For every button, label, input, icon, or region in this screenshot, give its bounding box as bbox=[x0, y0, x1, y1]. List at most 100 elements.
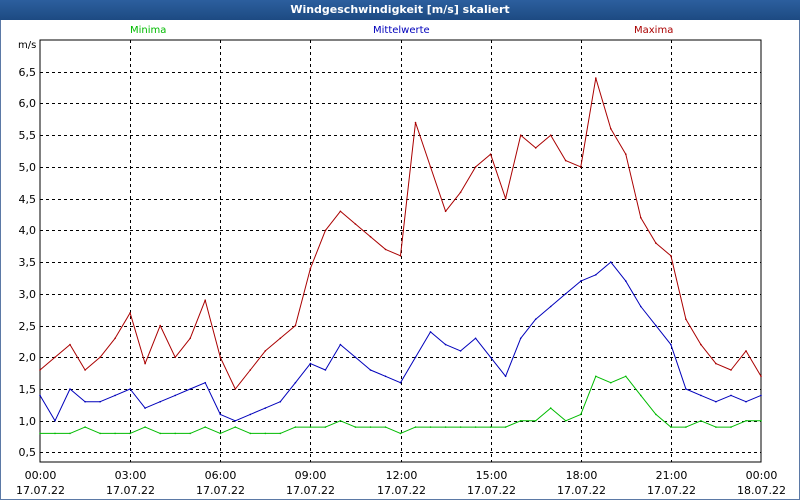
y-tick-label: 4,5 bbox=[18, 192, 37, 206]
data-point-maxima bbox=[685, 318, 687, 321]
data-point-maxima bbox=[294, 324, 297, 327]
y-tick-label: 2,0 bbox=[18, 350, 37, 364]
data-point-mittelwerte bbox=[489, 356, 492, 359]
x-tick-label: 00:00 18.07.22 bbox=[727, 468, 797, 498]
data-point-mittelwerte bbox=[294, 381, 297, 384]
data-point-minima bbox=[474, 426, 477, 428]
data-point-maxima bbox=[534, 147, 537, 149]
data-point-mittelwerte bbox=[114, 394, 116, 397]
data-point-maxima bbox=[640, 216, 642, 219]
legend-minima: Minima bbox=[130, 25, 167, 36]
data-point-minima bbox=[54, 432, 56, 435]
data-point-mittelwerte bbox=[429, 331, 432, 333]
x-tick-label: 00:00 17.07.22 bbox=[6, 468, 76, 498]
data-point-maxima bbox=[264, 350, 267, 352]
data-point-minima bbox=[414, 426, 417, 428]
data-point-mittelwerte bbox=[279, 400, 282, 403]
data-point-mittelwerte bbox=[84, 400, 86, 403]
data-point-mittelwerte bbox=[534, 318, 537, 321]
data-point-mittelwerte bbox=[399, 381, 402, 384]
data-point-maxima bbox=[39, 369, 41, 371]
x-tick-date: 18.07.22 bbox=[737, 484, 786, 497]
legend-mittelwerte: Mittelwerte bbox=[373, 25, 430, 36]
data-point-maxima bbox=[219, 356, 222, 359]
data-point-mittelwerte bbox=[384, 375, 387, 378]
x-tick-date: 17.07.22 bbox=[196, 484, 245, 497]
data-point-minima bbox=[625, 375, 627, 378]
data-point-mittelwerte bbox=[580, 280, 582, 282]
data-point-maxima bbox=[339, 210, 342, 213]
data-point-mittelwerte bbox=[760, 394, 762, 397]
x-tick-label: 18:00 17.07.22 bbox=[547, 468, 617, 498]
x-tick-time: 21:00 bbox=[655, 469, 688, 482]
data-point-minima bbox=[354, 426, 357, 428]
data-point-maxima bbox=[610, 128, 612, 130]
data-point-maxima bbox=[414, 121, 417, 124]
data-point-minima bbox=[369, 426, 372, 428]
data-point-maxima bbox=[429, 166, 432, 168]
data-point-maxima bbox=[564, 159, 567, 162]
data-point-mittelwerte bbox=[219, 413, 222, 416]
data-point-maxima bbox=[114, 337, 116, 340]
x-tick-label: 21:00 17.07.22 bbox=[637, 468, 707, 498]
data-point-maxima bbox=[129, 312, 131, 314]
data-point-mittelwerte bbox=[54, 420, 56, 422]
data-point-minima bbox=[489, 426, 492, 428]
data-point-maxima bbox=[324, 229, 327, 232]
data-point-mittelwerte bbox=[474, 337, 477, 340]
x-tick-time: 15:00 bbox=[475, 469, 508, 482]
data-point-maxima bbox=[174, 356, 176, 359]
x-tick-label: 09:00 17.07.22 bbox=[276, 468, 346, 498]
data-point-minima bbox=[204, 426, 206, 428]
data-point-mittelwerte bbox=[264, 407, 267, 409]
data-point-mittelwerte bbox=[459, 350, 462, 352]
data-point-minima bbox=[69, 432, 71, 435]
y-tick-label: 2,5 bbox=[18, 319, 37, 333]
data-point-minima bbox=[84, 426, 86, 428]
data-point-minima bbox=[685, 426, 687, 428]
series-line-maxima bbox=[39, 77, 762, 390]
x-tick-date: 17.07.22 bbox=[106, 484, 155, 497]
data-point-maxima bbox=[444, 210, 447, 213]
x-tick-time: 00:00 bbox=[24, 469, 57, 482]
data-point-maxima bbox=[399, 255, 402, 257]
series-line-minima bbox=[40, 375, 761, 434]
data-point-minima bbox=[309, 426, 312, 428]
data-point-maxima bbox=[730, 369, 732, 371]
data-point-mittelwerte bbox=[144, 407, 146, 409]
data-point-minima bbox=[39, 432, 41, 435]
data-point-minima bbox=[174, 432, 176, 435]
x-tick-time: 06:00 bbox=[204, 469, 237, 482]
data-point-mittelwerte bbox=[159, 400, 161, 403]
data-point-mittelwerte bbox=[39, 394, 41, 397]
x-tick-date: 17.07.22 bbox=[647, 484, 696, 497]
legend-maxima: Maxima bbox=[634, 25, 674, 36]
data-point-minima bbox=[595, 375, 597, 378]
data-point-mittelwerte bbox=[549, 305, 552, 308]
data-point-minima bbox=[234, 426, 237, 428]
data-point-minima bbox=[324, 426, 327, 428]
x-tick-label: 12:00 17.07.22 bbox=[367, 468, 437, 498]
data-point-mittelwerte bbox=[129, 388, 131, 390]
data-point-maxima bbox=[745, 350, 747, 352]
data-point-maxima bbox=[625, 153, 627, 155]
data-point-minima bbox=[399, 432, 402, 435]
y-tick-label: 5,0 bbox=[18, 160, 37, 174]
data-point-mittelwerte bbox=[99, 400, 101, 403]
x-tick-time: 00:00 bbox=[745, 469, 778, 482]
data-point-maxima bbox=[655, 242, 657, 244]
data-point-minima bbox=[219, 432, 222, 435]
data-point-minima bbox=[519, 420, 522, 422]
data-point-mittelwerte bbox=[519, 337, 522, 340]
data-point-maxima bbox=[189, 337, 191, 340]
x-tick-label: 03:00 17.07.22 bbox=[96, 468, 166, 498]
x-tick-time: 12:00 bbox=[385, 469, 418, 482]
x-tick-date: 17.07.22 bbox=[467, 484, 516, 497]
data-point-minima bbox=[534, 420, 537, 422]
data-point-maxima bbox=[670, 255, 672, 257]
data-point-mittelwerte bbox=[354, 356, 357, 359]
data-point-mittelwerte bbox=[610, 261, 612, 263]
data-point-minima bbox=[279, 432, 282, 435]
data-point-maxima bbox=[700, 343, 702, 346]
data-point-mittelwerte bbox=[564, 293, 567, 295]
